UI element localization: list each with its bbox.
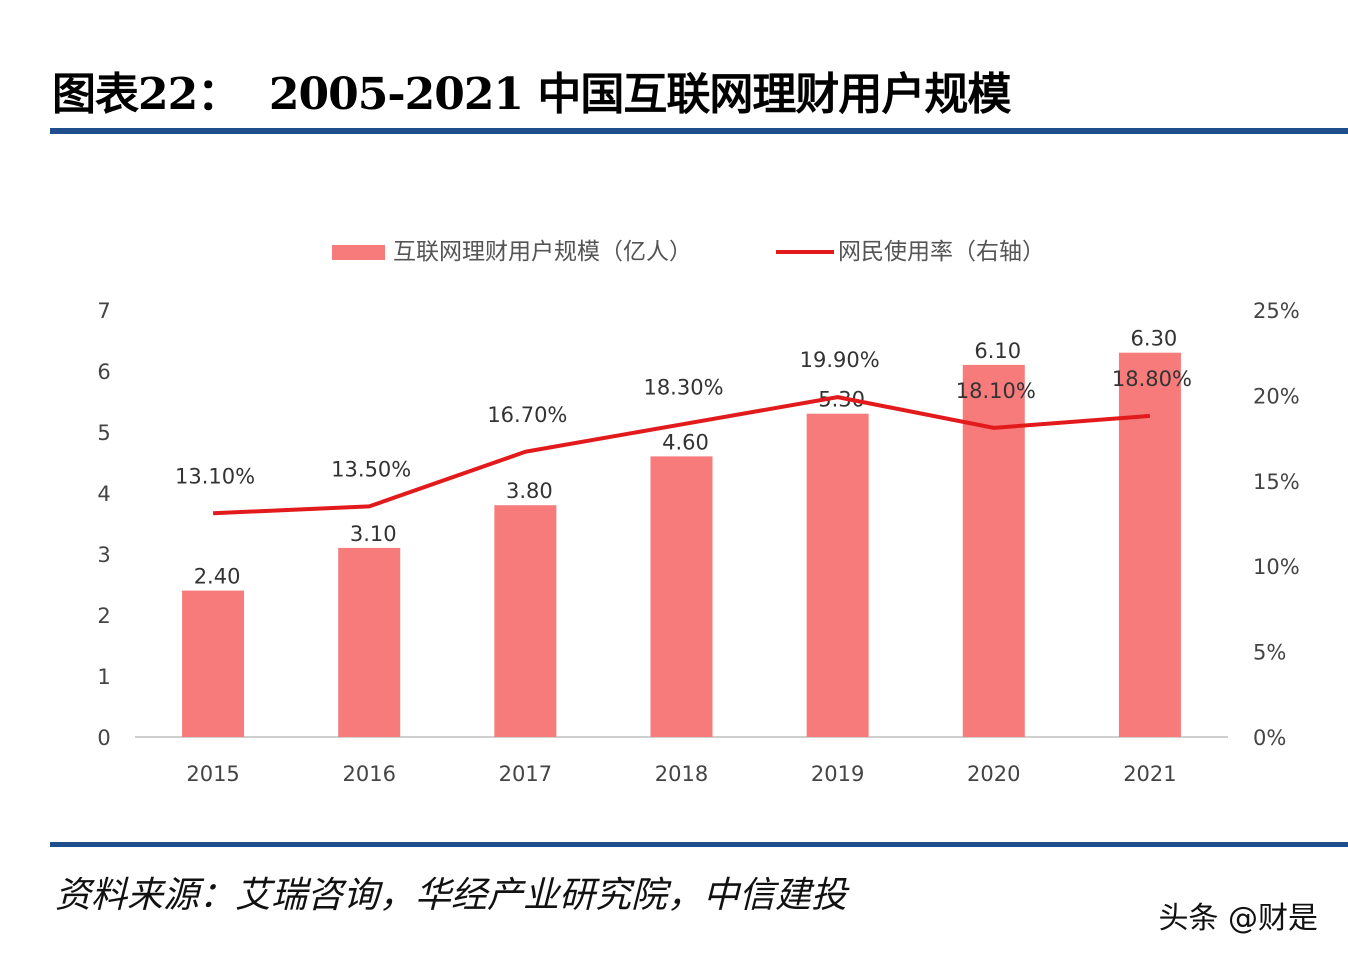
bar-data-label: 6.30 bbox=[1131, 327, 1178, 351]
line-data-label: 13.50% bbox=[331, 457, 411, 481]
right-axis-tick: 5% bbox=[1253, 641, 1286, 665]
x-axis-tick: 2016 bbox=[342, 762, 395, 786]
bar-data-label: 3.10 bbox=[350, 522, 397, 546]
chart-title: 图表22： 2005-2021 中国互联网理财用户规模 bbox=[52, 69, 1011, 120]
left-axis-tick: 6 bbox=[97, 360, 110, 384]
line-data-label: 13.10% bbox=[175, 464, 255, 488]
left-axis-tick: 0 bbox=[97, 726, 110, 750]
right-axis-tick: 15% bbox=[1253, 470, 1300, 494]
legend-bar-swatch bbox=[332, 245, 385, 260]
watermark: 头条 @财是 bbox=[1158, 901, 1318, 936]
x-axis-tick: 2018 bbox=[655, 762, 708, 786]
line-data-label: 19.90% bbox=[800, 348, 880, 372]
legend-line-label: 网民使用率（右轴） bbox=[838, 239, 1045, 265]
bar-data-label: 4.60 bbox=[662, 430, 709, 454]
bar bbox=[650, 456, 713, 737]
line-data-label: 18.30% bbox=[643, 375, 723, 399]
x-axis-tick: 2021 bbox=[1123, 762, 1176, 786]
bar bbox=[182, 590, 245, 737]
left-axis-tick: 7 bbox=[97, 299, 110, 323]
x-axis-tick: 2019 bbox=[811, 762, 864, 786]
line-data-label: 16.70% bbox=[487, 403, 567, 427]
bar bbox=[338, 547, 401, 737]
line-data-label: 18.80% bbox=[1112, 367, 1192, 391]
bar bbox=[1118, 352, 1181, 737]
x-axis-tick: 2020 bbox=[967, 762, 1020, 786]
x-axis-tick: 2015 bbox=[186, 762, 239, 786]
right-axis-tick: 20% bbox=[1253, 384, 1300, 408]
left-axis-tick: 2 bbox=[97, 604, 110, 628]
x-axis-tick: 2017 bbox=[499, 762, 552, 786]
left-axis-tick: 1 bbox=[97, 665, 110, 689]
line-data-label: 18.10% bbox=[956, 379, 1036, 403]
bottom-rule bbox=[50, 842, 1348, 847]
right-axis-tick: 10% bbox=[1253, 555, 1300, 579]
legend-bar-label: 互联网理财用户规模（亿人） bbox=[393, 239, 692, 265]
bar-data-label: 3.80 bbox=[506, 479, 553, 503]
right-axis-tick: 0% bbox=[1253, 726, 1286, 750]
left-axis-tick: 4 bbox=[97, 482, 110, 506]
top-rule bbox=[50, 128, 1348, 134]
left-axis-tick: 5 bbox=[97, 421, 110, 445]
source-note: 资料来源：艾瑞咨询，华经产业研究院，中信建投 bbox=[55, 875, 848, 916]
bar bbox=[962, 364, 1025, 737]
bar bbox=[494, 505, 557, 737]
bar-data-label: 2.40 bbox=[194, 565, 241, 589]
right-axis-tick: 25% bbox=[1253, 299, 1300, 323]
left-axis-tick: 3 bbox=[97, 543, 110, 567]
bar bbox=[806, 413, 869, 737]
bar-data-label: 6.10 bbox=[974, 339, 1021, 363]
